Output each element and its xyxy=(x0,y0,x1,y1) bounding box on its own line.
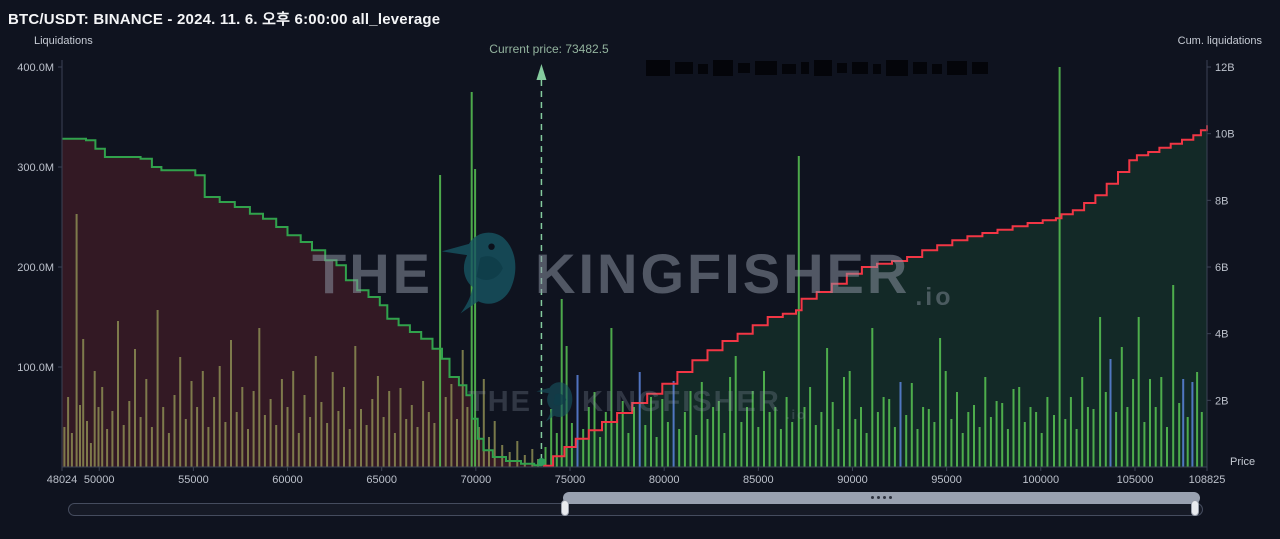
scrollbar-handle-left[interactable] xyxy=(561,500,569,516)
svg-text:70000: 70000 xyxy=(461,474,492,486)
svg-text:80000: 80000 xyxy=(649,474,680,486)
chart-title: BTC/USDT: BINANCE - 2024. 11. 6. 오후 6:00… xyxy=(8,11,441,28)
svg-text:400.0M: 400.0M xyxy=(17,62,54,74)
svg-text:100.0M: 100.0M xyxy=(17,362,54,374)
redacted-legend xyxy=(646,60,993,76)
svg-text:95000: 95000 xyxy=(931,474,962,486)
svg-text:6B: 6B xyxy=(1215,262,1228,274)
svg-text:4B: 4B xyxy=(1215,329,1228,341)
scrollbar-handle-right[interactable] xyxy=(1191,500,1199,516)
svg-text:200.0M: 200.0M xyxy=(17,262,54,274)
svg-text:85000: 85000 xyxy=(743,474,774,486)
svg-text:12B: 12B xyxy=(1215,62,1235,74)
right-axis-title: Cum. liquidations xyxy=(1177,35,1262,47)
svg-text:8B: 8B xyxy=(1215,195,1228,207)
price-axis-title: Price xyxy=(1230,456,1256,468)
svg-text:300.0M: 300.0M xyxy=(17,162,54,174)
svg-text:90000: 90000 xyxy=(837,474,868,486)
current-price-label: Current price: 73482.5 xyxy=(489,42,609,56)
left-axis-title: Liquidations xyxy=(34,35,93,47)
svg-text:65000: 65000 xyxy=(366,474,397,486)
scrollbar-grip-icon[interactable] xyxy=(870,496,874,499)
svg-text:108825: 108825 xyxy=(1189,474,1226,486)
svg-text:2B: 2B xyxy=(1215,395,1228,407)
scrollbar-range[interactable] xyxy=(563,492,1200,504)
svg-text:105000: 105000 xyxy=(1117,474,1154,486)
svg-text:55000: 55000 xyxy=(178,474,209,486)
svg-text:100000: 100000 xyxy=(1022,474,1059,486)
svg-text:75000: 75000 xyxy=(555,474,586,486)
svg-text:60000: 60000 xyxy=(272,474,303,486)
scrollbar-track[interactable] xyxy=(68,503,1203,516)
svg-text:10B: 10B xyxy=(1215,129,1235,141)
svg-text:48024: 48024 xyxy=(47,474,78,486)
svg-text:50000: 50000 xyxy=(84,474,115,486)
